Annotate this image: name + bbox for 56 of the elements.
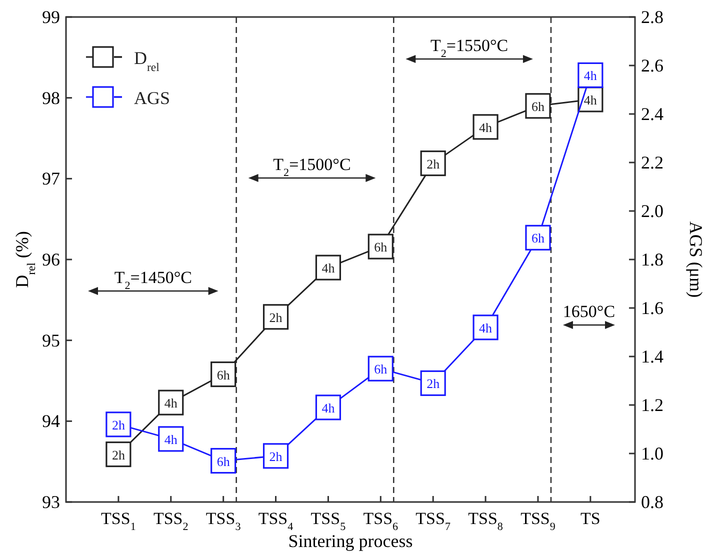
y-tick-label: 94 [42,411,60,432]
x-tick-label: TSS$_{1}$ [101,509,136,533]
y2-tick-label: 2.0 [641,201,664,221]
y2-tick-label: 0.8 [641,492,664,512]
x-tick-label: TSS$_{9}$ [520,509,556,533]
annotation: 4h [584,68,598,84]
annotation: 4h [164,396,178,411]
annotation: 1650°C [562,302,616,321]
y-tick-label: 96 [42,250,60,270]
y2-tick-label: 2.2 [641,152,664,172]
legend-label: D$_{rel}$ [134,48,160,74]
annotation: 6h [374,362,388,377]
annotation: 4h [322,260,336,276]
y-tick-label: 93 [42,492,60,512]
y2-tick-label: 1.6 [641,298,664,318]
annotation: 2h [426,376,440,392]
annotation: 2h [112,447,126,462]
y-tick-label: 97 [42,168,60,189]
annotation: T$_{2}$=1550°C [430,36,508,60]
annotation: 4h [479,120,493,135]
annotation: 2h [426,156,440,172]
annotation: 6h [531,230,545,246]
y2-tick-label: 1.2 [641,395,664,415]
annotation: 2h [269,448,283,464]
annotation: 4h [164,432,178,447]
annotation: T$_{2}$=1500°C [273,155,351,179]
x-tick-label: TSS$_{8}$ [468,509,504,533]
annotation: 2h [269,310,283,325]
y2-axis-title: AGS (μm) [686,221,705,298]
annotation: 4h [584,92,598,108]
annotation: 6h [531,98,545,114]
y-tick-label: 98 [42,88,60,108]
annotation: 6h [374,240,388,255]
y2-tick-label: 1.8 [641,250,664,270]
annotation: 6h [216,367,230,382]
y-tick-label: 95 [42,330,60,350]
y2-tick-label: 2.4 [641,104,664,124]
y2-tick-label: 1.0 [641,444,664,464]
x-tick-label: TSS$_{2}$ [153,509,188,533]
legend-label: AGS [134,88,170,108]
x-tick-label: TSS$_{5}$ [310,509,346,533]
x-tick-label: TSS$_{3}$ [206,509,242,533]
annotation: 2h [112,417,126,432]
x-tick-label: TSS$_{4}$ [258,509,294,533]
y2-tick-label: 1.4 [641,346,664,366]
x-tick-label: TS [580,509,600,528]
y-tick-label: 99 [42,7,60,27]
x-tick-label: TSS$_{6}$ [363,509,399,533]
y2-tick-label: 2.8 [641,7,664,27]
annotation: 4h [322,400,336,416]
annotation: T$_{2}$=1450°C [114,268,192,292]
x-axis-title: Sintering process [288,531,413,551]
annotation: 4h [479,320,493,336]
x-tick-label: TSS$_{7}$ [416,509,451,533]
annotation: 6h [216,454,230,469]
y2-tick-label: 2.6 [641,56,664,76]
